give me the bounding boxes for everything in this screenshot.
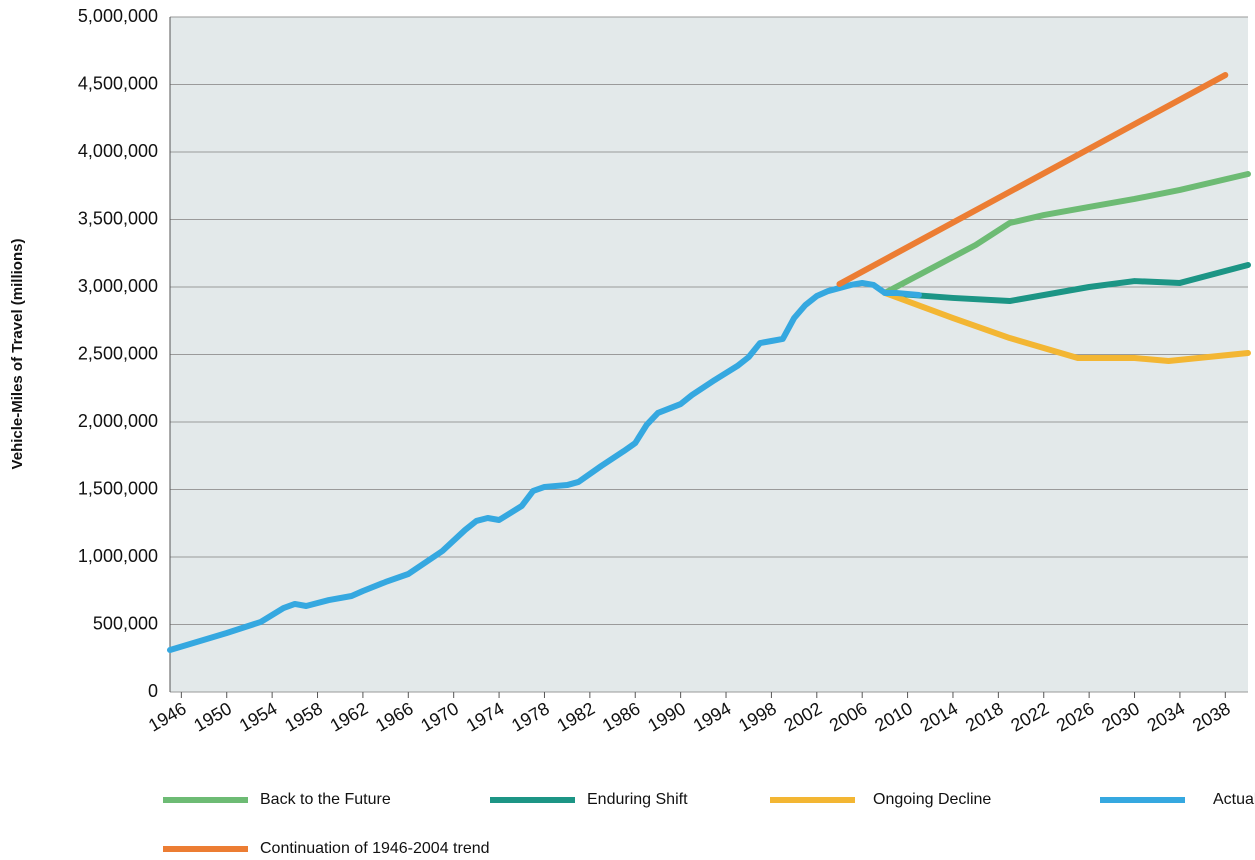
y-axis-title: Vehicle-Miles of Travel (millions)	[9, 239, 26, 470]
x-tick-label: 2034	[1144, 698, 1189, 735]
x-tick-label: 2030	[1098, 698, 1143, 735]
series-line	[836, 72, 1229, 288]
x-tick-label: 2010	[871, 698, 916, 735]
y-tick-label: 5,000,000	[78, 6, 158, 26]
legend-label: Back to the Future	[260, 791, 391, 808]
series-line	[167, 279, 922, 654]
x-tick-label: 1986	[599, 698, 644, 735]
x-tick-label: 1998	[735, 698, 780, 735]
y-tick-label: 1,500,000	[78, 478, 158, 498]
x-tick-label: 2006	[826, 698, 871, 735]
x-tick-label: 2026	[1053, 698, 1098, 735]
legend-label: Ongoing Decline	[873, 791, 991, 808]
legend-swatch	[490, 797, 575, 803]
legend-swatch	[770, 797, 855, 803]
y-tick-label: 2,000,000	[78, 411, 158, 431]
x-tick-label: 2002	[780, 698, 825, 735]
x-tick-label: 1970	[417, 698, 462, 735]
x-tick-label: 2014	[917, 698, 962, 735]
legend-swatch	[163, 846, 248, 852]
y-tick-label: 0	[148, 681, 158, 701]
legend-label: Enduring Shift	[587, 791, 688, 808]
legend-label: Actual	[1213, 791, 1255, 808]
x-tick-label: 1946	[145, 698, 190, 735]
series-line	[881, 289, 1251, 364]
y-tick-label: 3,500,000	[78, 208, 158, 228]
x-tick-label: 2038	[1189, 698, 1234, 735]
y-tick-label: 1,000,000	[78, 546, 158, 566]
y-tick-label: 3,000,000	[78, 276, 158, 296]
x-tick-label: 1950	[190, 698, 235, 735]
y-tick-label: 500,000	[93, 613, 158, 633]
x-tick-label: 2022	[1007, 698, 1052, 735]
y-tick-label: 2,500,000	[78, 343, 158, 363]
legend-label: Continuation of 1946-2004 trend	[260, 840, 490, 857]
y-tick-label: 4,000,000	[78, 141, 158, 161]
x-tick-label: 1974	[463, 698, 508, 735]
x-tick-label: 1994	[690, 698, 735, 735]
x-tick-label: 1954	[236, 698, 281, 735]
x-tick-label: 1990	[644, 698, 689, 735]
x-tick-label: 1982	[554, 698, 599, 735]
legend-swatch	[163, 797, 248, 803]
y-tick-label: 4,500,000	[78, 73, 158, 93]
x-tick-label: 1978	[508, 698, 553, 735]
x-tick-label: 2018	[962, 698, 1007, 735]
x-tick-label: 1958	[281, 698, 326, 735]
series-line	[881, 261, 1251, 305]
legend-swatch	[1100, 797, 1185, 803]
series-line	[881, 171, 1251, 296]
x-tick-label: 1966	[372, 698, 417, 735]
x-tick-label: 1962	[327, 698, 372, 735]
